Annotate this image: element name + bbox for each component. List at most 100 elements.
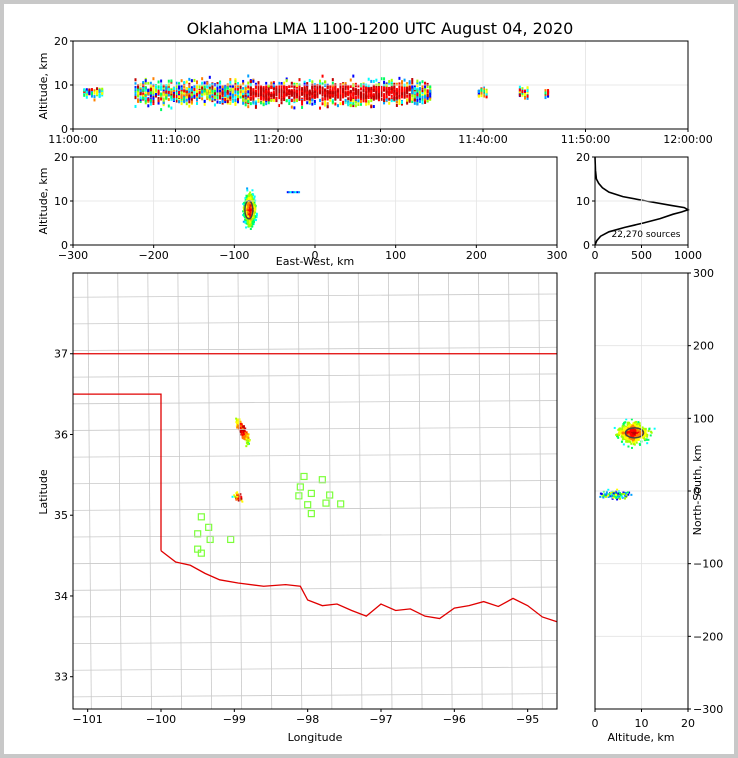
lon-tick-label: −96 — [443, 713, 466, 726]
time-source-point — [272, 87, 275, 91]
time-source-point — [357, 88, 360, 92]
time-source-point — [152, 91, 155, 95]
figure-frame: Oklahoma LMA 1100-1200 UTC August 04, 20… — [4, 4, 734, 754]
ew-source-point — [249, 202, 252, 205]
time-source-point — [416, 98, 419, 102]
ns-source-point — [624, 495, 627, 498]
time-source-point — [362, 99, 365, 103]
ew-source-point — [247, 204, 250, 207]
time-source-point — [272, 84, 275, 88]
lma-station-marker — [337, 500, 345, 508]
ew-source-point — [250, 224, 253, 227]
time-source-point — [167, 93, 170, 97]
ns-source-point — [638, 429, 641, 432]
time-source-point — [303, 80, 306, 84]
time-source-point — [175, 96, 178, 100]
ns-source-point — [623, 438, 626, 441]
time-source-point — [298, 78, 301, 82]
time-source-point — [203, 89, 206, 93]
ns-source-point — [650, 430, 653, 433]
time-source-point — [395, 96, 398, 100]
time-source-point — [544, 91, 547, 95]
time-tick-label: 11:10:00 — [151, 133, 200, 146]
time-source-point — [224, 88, 227, 92]
time-source-point — [239, 90, 242, 94]
map-source-point — [239, 430, 242, 433]
ns-source-point — [626, 436, 629, 439]
time-source-point — [290, 84, 293, 88]
lon-tick-label: −98 — [296, 713, 319, 726]
time-source-point — [180, 87, 183, 91]
time-source-point — [147, 99, 150, 103]
map-source-point — [237, 499, 240, 502]
time-source-point — [426, 96, 429, 100]
ns-source-point — [632, 431, 635, 434]
ns-source-point — [632, 424, 635, 427]
time-source-point — [429, 94, 432, 98]
ns-source-point — [633, 435, 636, 438]
time-source-point — [408, 93, 411, 97]
ns-source-point — [622, 436, 625, 439]
time-source-point — [349, 94, 352, 98]
time-source-point — [385, 98, 388, 102]
county-line — [177, 272, 182, 710]
time-source-point — [301, 102, 304, 106]
time-source-point — [88, 88, 91, 92]
lon-tick-label: −97 — [369, 713, 392, 726]
ns-source-point — [636, 431, 639, 434]
time-source-point — [421, 95, 424, 99]
time-source-point — [288, 96, 291, 100]
ew-source-point — [242, 206, 245, 209]
time-source-point — [83, 93, 86, 97]
time-source-point — [298, 87, 301, 91]
chart-title: Oklahoma LMA 1100-1200 UTC August 04, 20… — [187, 19, 574, 38]
ns-source-point — [610, 493, 613, 496]
map-source-point — [247, 435, 250, 438]
time-source-point — [165, 83, 168, 87]
time-source-point — [96, 92, 99, 96]
ns-source-point — [617, 433, 620, 436]
time-source-point — [265, 90, 268, 94]
time-source-point — [188, 97, 191, 101]
time-source-point — [239, 89, 242, 93]
time-source-point — [101, 93, 104, 97]
time-source-point — [203, 92, 206, 96]
time-source-point — [221, 100, 224, 104]
time-source-point — [270, 81, 273, 85]
ew-source-point — [252, 203, 255, 206]
time-source-point — [247, 97, 250, 101]
ns-source-point — [627, 433, 630, 436]
ns-tick-label: 200 — [693, 340, 714, 353]
ns-source-point — [623, 492, 626, 495]
ns-source-point — [649, 434, 652, 437]
time-source-point — [288, 102, 291, 106]
time-source-point — [165, 93, 168, 97]
time-source-point — [272, 98, 275, 102]
time-source-point — [526, 94, 529, 98]
ew-source-point — [255, 214, 258, 217]
time-source-point — [170, 91, 173, 95]
time-source-point — [324, 84, 327, 88]
time-source-point — [226, 92, 229, 96]
time-source-point — [416, 84, 419, 88]
ns-tick-label: 300 — [693, 267, 714, 280]
time-source-point — [426, 99, 429, 103]
time-source-point — [208, 87, 211, 91]
time-source-point — [398, 97, 401, 101]
time-source-point — [426, 94, 429, 98]
map-source-point — [231, 495, 234, 498]
time-source-point — [362, 93, 365, 97]
time-source-point — [339, 102, 342, 106]
ew-source-point — [253, 195, 256, 198]
time-source-point — [170, 93, 173, 97]
map-source-point — [238, 425, 241, 428]
ns-source-point — [599, 495, 602, 498]
time-source-point — [254, 102, 257, 106]
time-source-point — [334, 97, 337, 101]
ns-source-point — [626, 491, 629, 494]
time-source-point — [237, 93, 239, 97]
map-source-point — [235, 417, 238, 420]
time-source-point — [203, 99, 206, 103]
ns-source-point — [613, 492, 616, 495]
time-source-point — [424, 97, 427, 101]
